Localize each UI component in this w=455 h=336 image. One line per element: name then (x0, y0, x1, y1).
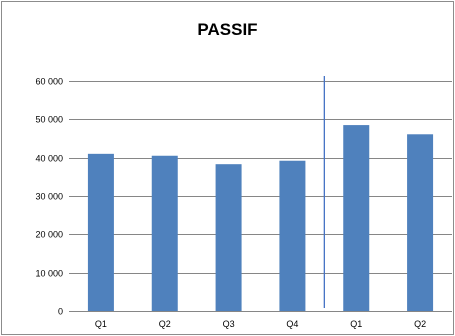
x-tick-label: Q4 (286, 319, 298, 329)
y-tick-label: 0 (58, 307, 63, 317)
x-tick-label: Q2 (414, 319, 426, 329)
bar (343, 125, 370, 311)
bar (279, 160, 306, 311)
x-tick-label: Q2 (159, 319, 171, 329)
x-tick-label: Q1 (350, 319, 362, 329)
x-tick-label: Q3 (223, 319, 235, 329)
bar (151, 155, 178, 311)
y-tick-label: 30 000 (35, 192, 63, 202)
chart-title: PASSIF (197, 20, 258, 39)
y-tick-label: 60 000 (35, 77, 63, 87)
x-tick-label: Q1 (95, 319, 107, 329)
y-tick-label: 40 000 (35, 154, 63, 164)
bar (87, 153, 114, 311)
y-tick-label: 10 000 (35, 269, 63, 279)
bar (407, 134, 434, 311)
bar (215, 164, 242, 311)
y-tick-label: 50 000 (35, 115, 63, 125)
y-tick-label: 20 000 (35, 230, 63, 240)
